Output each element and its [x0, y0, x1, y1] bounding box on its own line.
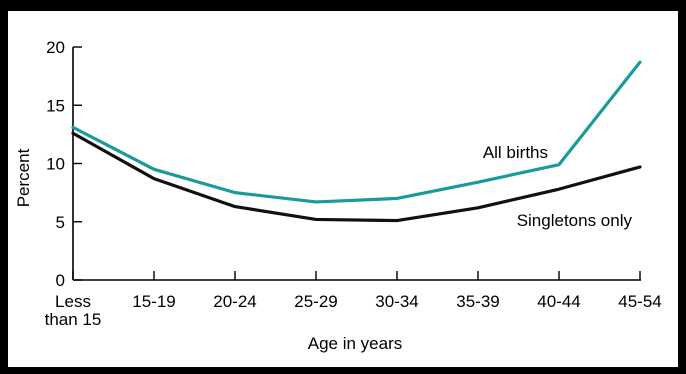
series-label-all-births: All births [483, 143, 548, 162]
series-lines [71, 60, 642, 223]
x-tick-label-line: 35-39 [456, 292, 499, 311]
y-tick-label: 10 [46, 155, 65, 174]
x-tick-label-line: 20-24 [213, 292, 256, 311]
series-label-singletons-only: Singletons only [517, 211, 633, 230]
x-tick-label: 20-24 [213, 292, 256, 311]
x-axis-title: Age in years [308, 334, 403, 353]
x-tick-label: 45-54 [618, 292, 661, 311]
line-chart: 0 5 10 15 20 Less than 15 15-19 20-24 25-29 30-34… [14, 38, 662, 353]
x-tick-label: 15-19 [132, 292, 175, 311]
x-tick-label-line: than 15 [45, 310, 102, 329]
series-line-all-births [71, 60, 642, 204]
y-tick-label: 0 [56, 271, 65, 290]
x-tick-label-line: 40-44 [537, 292, 580, 311]
y-axis-title: Percent [14, 148, 33, 207]
series-line-singletons-only [71, 131, 642, 223]
x-tick-label-line: Less [55, 292, 91, 311]
x-tick-label: 30-34 [375, 292, 418, 311]
chart-frame: 0 5 10 15 20 Less than 15 15-19 20-24 25-29 30-34… [8, 11, 678, 367]
x-tick-label: 40-44 [537, 292, 580, 311]
axes [72, 47, 641, 281]
series-labels: All births Singletons only [483, 143, 633, 230]
x-ticks: Less than 15 15-19 20-24 25-29 30-34 35-39 40-4… [45, 271, 662, 329]
y-tick-label: 20 [46, 38, 65, 57]
x-tick-label-line: 30-34 [375, 292, 418, 311]
x-tick-label: Less than 15 [45, 292, 102, 329]
x-tick-label: 25-29 [294, 292, 337, 311]
y-tick-label: 5 [56, 213, 65, 232]
x-tick-label-line: 15-19 [132, 292, 175, 311]
x-tick-label-line: 45-54 [618, 292, 661, 311]
y-tick-label: 15 [46, 96, 65, 115]
x-tick-label-line: 25-29 [294, 292, 337, 311]
x-tick-label: 35-39 [456, 292, 499, 311]
y-ticks: 0 5 10 15 20 [46, 38, 82, 290]
